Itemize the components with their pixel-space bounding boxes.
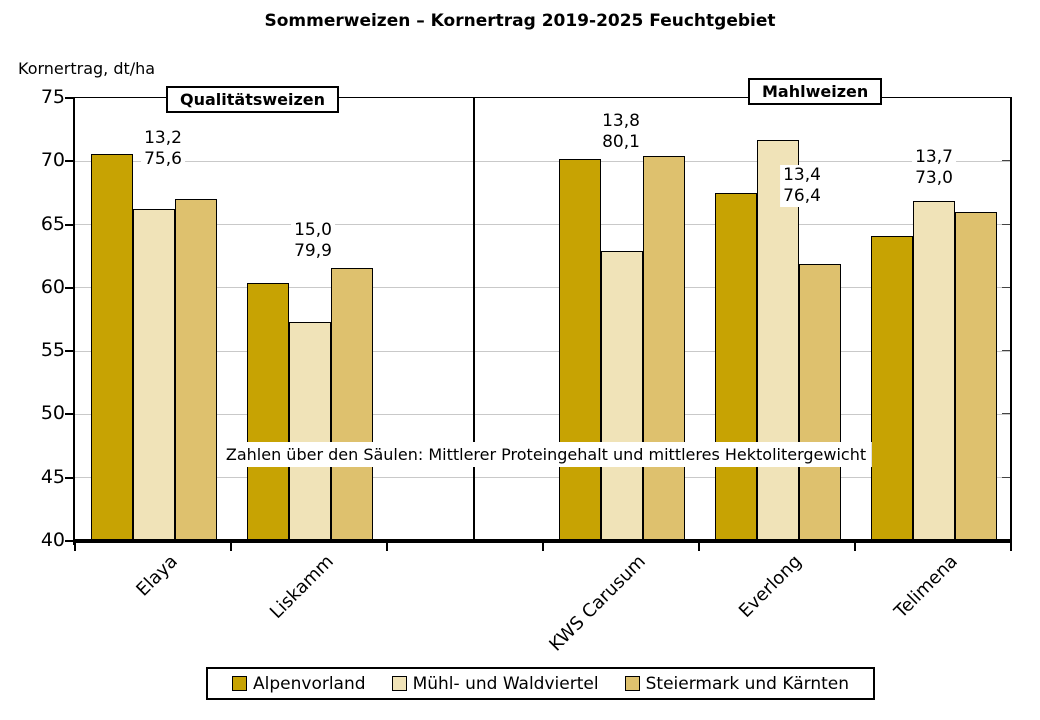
y-tick-label: 45 — [40, 465, 65, 488]
y-tick-label: 55 — [40, 339, 65, 362]
y-tick-label: 60 — [40, 275, 65, 298]
y-tick-mark — [65, 413, 74, 416]
bar-alpenvorland-kws-carusum — [559, 158, 601, 541]
x-category-label: Telimena — [890, 551, 962, 623]
x-category-label: Elaya — [132, 551, 182, 601]
group-divider-line — [473, 98, 475, 541]
legend: Alpenvorland Mühl- und Waldviertel Steierm… — [206, 667, 875, 700]
bar-alpenvorland-everlong — [715, 192, 757, 541]
gridline — [75, 350, 1011, 352]
legend-swatch-icon — [232, 676, 247, 691]
y-tick-mark — [65, 286, 74, 289]
bar-alpenvorland-telimena — [871, 235, 913, 541]
y-tick-label: 70 — [40, 149, 65, 172]
y-tick-mark — [65, 223, 74, 226]
y-tick-mark — [65, 160, 74, 163]
x-tick-mark — [542, 543, 544, 551]
y-tick-mark-right — [1002, 350, 1011, 352]
x-tick-mark — [854, 543, 856, 551]
x-tick-mark — [230, 543, 232, 551]
legend-label: Steiermark und Kärnten — [645, 673, 849, 694]
y-tick-mark — [65, 476, 74, 479]
gridline — [75, 413, 1011, 415]
x-category-label: Liskamm — [265, 551, 338, 623]
bar-steiermark-und-k-rnten-elaya — [175, 199, 217, 541]
x-tick-mark — [1010, 543, 1012, 551]
y-tick-mark-right — [1002, 160, 1011, 162]
gridline — [75, 477, 1011, 479]
legend-swatch-icon — [624, 676, 640, 691]
gridline — [75, 160, 1011, 162]
bar-steiermark-und-k-rnten-telimena — [955, 211, 997, 541]
x-category-label: KWS Carusum — [545, 551, 650, 656]
bar-m-hl-und-waldviertel-kws-carusum — [601, 251, 643, 541]
x-axis-line — [73, 539, 1012, 543]
bar-steiermark-und-k-rnten-kws-carusum — [643, 156, 685, 541]
y-tick-mark-right — [1002, 286, 1011, 288]
bar-m-hl-und-waldviertel-elaya — [133, 209, 175, 541]
y-tick-label: 40 — [40, 529, 65, 551]
gridline — [75, 224, 1011, 226]
bar-annotation-kws-carusum: 13,8 80,1 — [599, 111, 643, 153]
bar-m-hl-und-waldviertel-telimena — [913, 200, 955, 541]
bar-m-hl-und-waldviertel-liskamm — [289, 322, 331, 541]
group-label-qualitaetsweizen: Qualitätsweizen — [166, 86, 340, 113]
y-tick-mark — [65, 350, 74, 353]
legend-label: Alpenvorland — [253, 673, 366, 694]
y-tick-mark — [65, 540, 74, 542]
y-axis-line — [73, 97, 75, 545]
y-tick-label: 65 — [40, 212, 65, 235]
x-tick-mark — [698, 543, 700, 551]
bar-alpenvorland-liskamm — [247, 282, 289, 541]
plot-border-top — [73, 97, 1012, 98]
bar-annotation-everlong: 13,4 76,4 — [780, 165, 824, 207]
bar-alpenvorland-elaya — [91, 153, 133, 541]
legend-item-steiermark-und-k-rnten: Steiermark und Kärnten — [624, 673, 849, 694]
y-tick-label: 75 — [40, 86, 65, 108]
note-text: Zahlen über den Säulen: Mittlerer Protei… — [219, 442, 873, 467]
legend-item-alpenvorland: Alpenvorland — [232, 674, 366, 694]
x-category-label: Everlong — [734, 551, 806, 622]
bar-annotation-liskamm: 15,0 79,9 — [291, 220, 335, 262]
chart-title: Sommerweizen – Kornertrag 2019-2025 Feuc… — [264, 11, 776, 31]
x-tick-mark — [74, 543, 76, 551]
group-label-mahlweizen: Mahlweizen — [748, 78, 883, 105]
y-tick-mark-right — [1002, 476, 1011, 478]
y-tick-mark-right — [1002, 413, 1011, 415]
gridline — [75, 287, 1011, 289]
y-tick-label: 50 — [40, 402, 65, 425]
y-tick-mark-right — [1002, 223, 1011, 225]
bar-steiermark-und-k-rnten-everlong — [799, 263, 841, 541]
legend-label: Mühl- und Waldviertel — [412, 673, 599, 694]
legend-item-m-hl-und-waldviertel: Mühl- und Waldviertel — [391, 673, 599, 694]
x-tick-mark — [386, 543, 388, 551]
plot-border-right — [1010, 97, 1012, 545]
bar-steiermark-und-k-rnten-liskamm — [331, 267, 373, 541]
bar-annotation-telimena: 13,7 73,0 — [912, 147, 956, 189]
bar-annotation-elaya: 13,2 75,6 — [141, 128, 185, 170]
y-axis-title: Kornertrag, dt/ha — [18, 59, 156, 78]
y-tick-mark — [65, 97, 74, 99]
legend-swatch-icon — [391, 676, 407, 691]
